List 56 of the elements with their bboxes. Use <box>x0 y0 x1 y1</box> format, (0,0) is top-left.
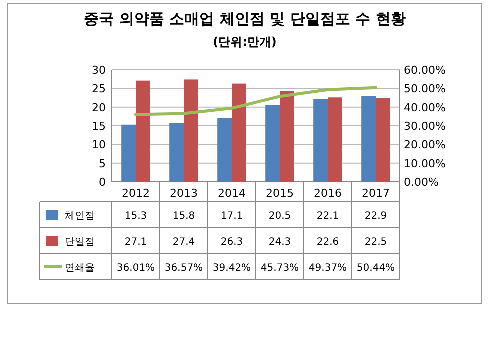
data-label: 24.3 <box>268 237 292 248</box>
y2-tick-label: 40.00% <box>404 101 446 114</box>
bar <box>218 118 232 182</box>
data-label: 20.5 <box>268 211 292 222</box>
data-label: 26.3 <box>220 237 244 248</box>
data-label: 15.8 <box>172 211 196 222</box>
bar <box>376 98 390 182</box>
y-tick-label: 30 <box>92 64 106 77</box>
bar <box>266 105 280 182</box>
data-label: 39.42% <box>212 263 252 274</box>
bar <box>362 96 376 182</box>
bar <box>184 80 198 182</box>
data-label: 36.57% <box>164 263 204 274</box>
y-tick-label: 15 <box>92 120 106 133</box>
y2-tick-label: 0.00% <box>404 176 439 189</box>
bar <box>122 124 136 182</box>
y2-tick-label: 10.00% <box>404 157 446 170</box>
x-tick-label: 2015 <box>266 187 294 200</box>
bar <box>328 98 342 182</box>
chart-subtitle: (단위:만개) <box>213 35 277 49</box>
data-label: 27.4 <box>172 237 196 248</box>
y2-tick-label: 60.00% <box>404 64 446 77</box>
bar <box>280 91 294 182</box>
data-label: 50.44% <box>356 263 396 274</box>
legend-label: 단일점 <box>65 237 95 248</box>
bar <box>232 84 246 182</box>
x-tick-label: 2013 <box>170 187 198 200</box>
legend-label: 체인점 <box>65 211 95 222</box>
data-label: 49.37% <box>308 263 348 274</box>
y-tick-label: 10 <box>92 138 106 152</box>
data-label: 22.1 <box>316 211 340 222</box>
data-label: 15.3 <box>124 211 148 222</box>
y-tick-label: 25 <box>92 82 106 96</box>
y2-tick-label: 50.00% <box>404 82 446 96</box>
bar <box>170 123 184 182</box>
x-tick-label: 2012 <box>122 187 150 200</box>
y2-tick-label: 30.00% <box>404 120 446 133</box>
y-tick-label: 20 <box>92 101 106 114</box>
chart-title: 중국 의약품 소매업 체인점 및 단일점포 수 현황 <box>84 10 406 28</box>
data-label: 22.6 <box>316 237 340 248</box>
bar <box>314 99 328 182</box>
bar <box>136 80 150 182</box>
data-label: 22.9 <box>364 211 388 222</box>
data-label: 36.01% <box>116 263 156 274</box>
y2-tick-label: 20.00% <box>404 138 446 152</box>
x-tick-label: 2014 <box>218 187 246 200</box>
y-tick-label: 0 <box>99 176 106 189</box>
line-series <box>134 86 378 116</box>
legend-label: 연쇄율 <box>65 263 95 274</box>
data-label: 45.73% <box>260 263 300 274</box>
data-label: 22.5 <box>364 237 388 248</box>
y-tick-label: 5 <box>99 157 106 170</box>
data-label: 27.1 <box>124 237 148 248</box>
x-tick-label: 2016 <box>314 187 342 200</box>
data-label: 17.1 <box>220 211 244 222</box>
x-tick-label: 2017 <box>362 187 390 200</box>
